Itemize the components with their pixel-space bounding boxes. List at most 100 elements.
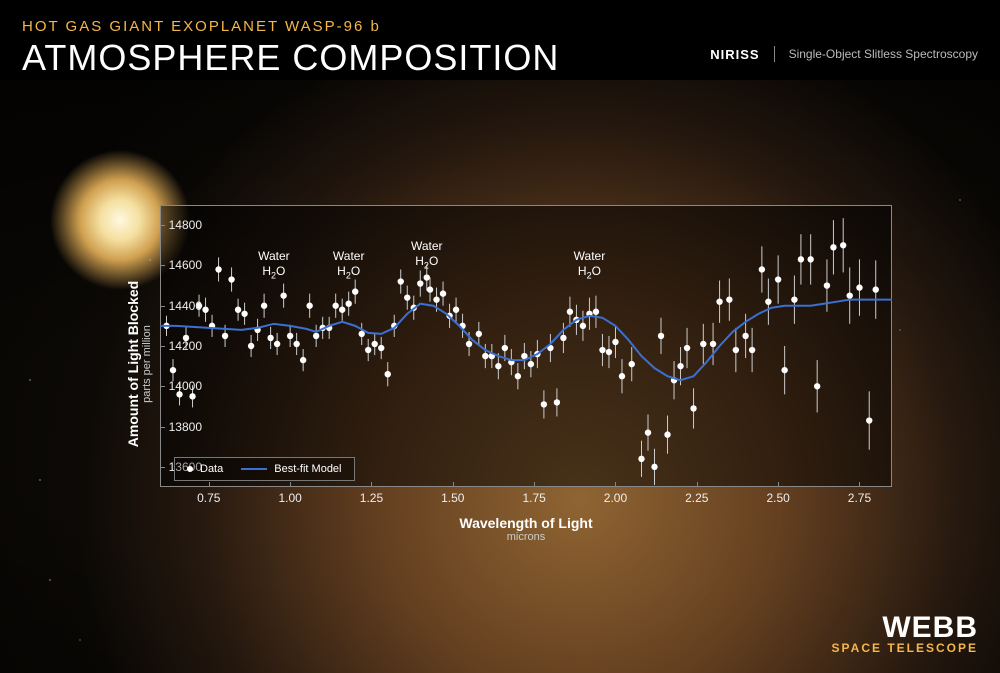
y-axis-label-sub: parts per million — [141, 281, 153, 447]
data-point — [189, 393, 195, 399]
data-point — [332, 303, 338, 309]
x-tick-mark — [778, 482, 779, 487]
webb-logo: WEBB SPACE TELESCOPE — [832, 614, 978, 655]
data-point — [791, 296, 797, 302]
data-point — [228, 276, 234, 282]
legend-model: Best-fit Model — [241, 463, 341, 475]
data-point — [798, 256, 804, 262]
data-point — [781, 367, 787, 373]
data-point — [684, 345, 690, 351]
data-point — [830, 244, 836, 250]
data-point — [274, 341, 280, 347]
data-point — [765, 298, 771, 304]
y-tick-mark — [160, 306, 165, 307]
data-point — [365, 347, 371, 353]
data-point — [404, 294, 410, 300]
chart: Amount of Light Blocked parts per millio… — [110, 195, 892, 533]
logo-main: WEBB — [832, 614, 978, 641]
data-point — [235, 307, 241, 313]
y-tick-label: 14400 — [169, 299, 202, 313]
y-tick-label: 13800 — [169, 420, 202, 434]
y-tick-label: 14200 — [169, 339, 202, 353]
data-point — [215, 266, 221, 272]
data-point — [726, 296, 732, 302]
header-subtitle: HOT GAS GIANT EXOPLANET WASP-96 b — [22, 18, 559, 35]
data-point — [593, 309, 599, 315]
data-point — [733, 347, 739, 353]
data-point — [856, 284, 862, 290]
legend-dot-icon — [187, 466, 193, 472]
legend-line-icon — [241, 468, 267, 470]
data-point — [372, 341, 378, 347]
y-axis-label: Amount of Light Blocked parts per millio… — [125, 281, 153, 447]
header-right: NIRISS Single-Object Slitless Spectrosco… — [710, 46, 978, 62]
x-tick-label: 2.25 — [685, 491, 708, 505]
data-point — [528, 361, 534, 367]
data-point — [427, 286, 433, 292]
header-title: ATMOSPHERE COMPOSITION — [22, 37, 559, 79]
data-point — [300, 357, 306, 363]
x-axis-label: Wavelength of Light microns — [160, 515, 892, 543]
data-point — [293, 341, 299, 347]
data-point — [433, 296, 439, 302]
y-tick-label: 14800 — [169, 218, 202, 232]
data-point — [700, 341, 706, 347]
x-tick-mark — [615, 482, 616, 487]
data-point — [476, 331, 482, 337]
mode-label: Single-Object Slitless Spectroscopy — [789, 47, 978, 61]
header-divider — [774, 46, 775, 62]
x-tick-mark — [453, 482, 454, 487]
data-point — [339, 307, 345, 313]
y-tick-label: 14600 — [169, 258, 202, 272]
data-point — [612, 339, 618, 345]
data-point — [749, 347, 755, 353]
data-point — [267, 335, 273, 341]
data-point — [261, 303, 267, 309]
data-point — [814, 383, 820, 389]
data-point — [690, 405, 696, 411]
data-point — [619, 373, 625, 379]
y-tick-mark — [160, 265, 165, 266]
data-point — [567, 309, 573, 315]
y-tick-mark — [160, 386, 165, 387]
data-point — [847, 292, 853, 298]
data-point — [440, 290, 446, 296]
legend-model-label: Best-fit Model — [274, 463, 341, 475]
y-tick-mark — [160, 225, 165, 226]
x-tick-mark — [371, 482, 372, 487]
data-point — [248, 343, 254, 349]
legend-data-label: Data — [200, 463, 223, 475]
x-tick-mark — [534, 482, 535, 487]
x-axis-label-sub: microns — [160, 531, 892, 543]
data-point — [807, 256, 813, 262]
data-point — [453, 307, 459, 313]
instrument-label: NIRISS — [710, 47, 759, 62]
x-tick-label: 2.50 — [766, 491, 789, 505]
data-point — [495, 363, 501, 369]
data-point — [554, 399, 560, 405]
data-point — [280, 292, 286, 298]
water-annotation: WaterH2O — [333, 249, 365, 281]
data-point — [629, 361, 635, 367]
header-block: HOT GAS GIANT EXOPLANET WASP-96 b ATMOSP… — [22, 18, 559, 79]
data-point — [866, 417, 872, 423]
data-point — [824, 282, 830, 288]
water-annotation: WaterH2O — [258, 249, 290, 281]
data-point — [515, 373, 521, 379]
x-tick-label: 1.75 — [522, 491, 545, 505]
y-tick-label: 14000 — [169, 379, 202, 393]
data-point — [541, 401, 547, 407]
data-point — [170, 367, 176, 373]
data-point — [759, 266, 765, 272]
data-point — [398, 278, 404, 284]
data-point — [202, 307, 208, 313]
data-point — [482, 353, 488, 359]
water-annotation: WaterH2O — [411, 239, 443, 271]
data-point — [378, 345, 384, 351]
data-point — [840, 242, 846, 248]
data-point — [287, 333, 293, 339]
logo-sub: SPACE TELESCOPE — [832, 641, 978, 655]
data-point — [424, 274, 430, 280]
data-point — [651, 464, 657, 470]
data-point — [638, 456, 644, 462]
